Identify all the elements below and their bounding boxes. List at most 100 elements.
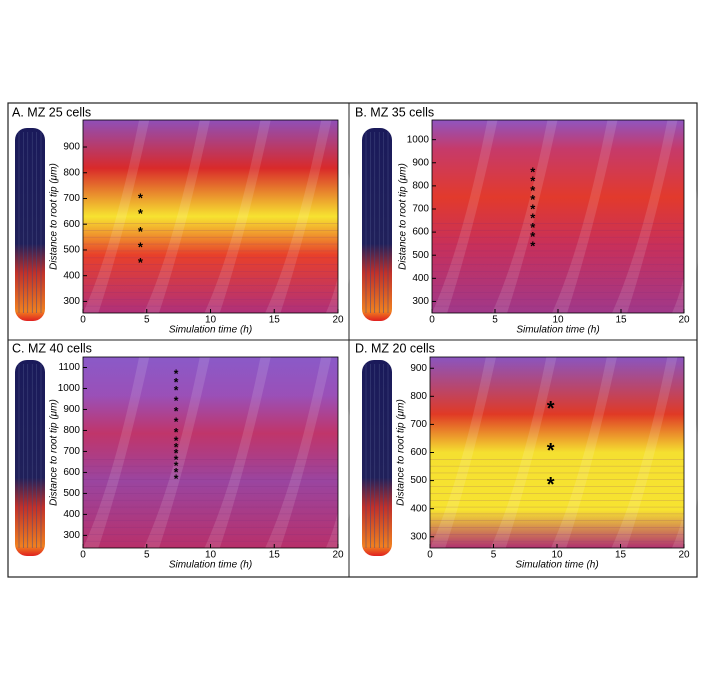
panel-title: D. MZ 20 cells [355,341,435,355]
y-tick-label: 700 [63,446,80,457]
heatmap-wave [492,120,558,313]
heatmap-wave [325,357,354,548]
y-tick-label: 300 [63,530,80,541]
x-axis-label: Simulation time (h) [516,325,599,336]
panel-title: C. MZ 40 cells [12,341,92,355]
panel-title: A. MZ 25 cells [12,105,91,119]
root-image [15,128,45,321]
marker: * [530,229,536,244]
marker: * [174,466,179,480]
x-tick-label: 10 [552,315,564,326]
marker: * [530,201,536,216]
marker: * [138,239,144,254]
marker: * [174,394,179,408]
y-tick-label: 600 [63,467,80,478]
marker: * [530,174,536,189]
y-tick-label: 900 [412,157,429,168]
y-tick-label: 800 [412,181,429,192]
x-tick-label: 0 [429,315,435,326]
y-tick-label: 800 [63,425,80,436]
heatmap-wave [671,357,700,548]
marker: * [530,164,536,179]
heatmap-wave [143,357,211,548]
heatmap-wave [432,120,498,313]
heatmap-wave [672,120,699,313]
heatmap-wave [83,120,150,313]
marker: * [174,440,179,454]
y-tick-label: 300 [412,296,429,307]
heatmap-wave [143,120,211,313]
marker: * [530,192,536,207]
y-tick-label: 400 [63,270,80,281]
marker: * [174,472,179,486]
y-tick-label: 1000 [407,134,430,145]
heatmap [83,120,338,313]
y-tick-label: 900 [63,142,80,153]
marker: * [138,191,144,206]
y-tick-label: 1000 [58,383,81,394]
marker: * [530,211,536,226]
y-tick-label: 700 [63,193,80,204]
x-tick-label: 15 [615,550,627,561]
marker: * [138,224,144,239]
heatmap-wave [430,357,497,548]
y-tick-label: 300 [410,531,427,542]
y-tick-label: 400 [412,273,429,284]
marker: * [530,220,536,235]
x-tick-label: 5 [144,315,150,326]
x-tick-label: 10 [205,315,217,326]
y-axis-label: Distance to root tip (μm) [398,163,409,270]
marker: * [174,447,179,461]
y-tick-label: 700 [412,204,429,215]
x-tick-label: 5 [492,315,498,326]
marker: * [174,459,179,473]
x-tick-label: 0 [80,315,86,326]
y-tick-label: 600 [63,219,80,230]
x-tick-label: 20 [678,315,690,326]
heatmap-wave [83,357,150,548]
heatmap [83,357,338,548]
y-tick-label: 600 [412,227,429,238]
y-axis-label: Distance to root tip (μm) [49,399,60,506]
marker: * [547,440,555,462]
root-image [362,360,392,556]
heatmap-wave [490,357,557,548]
marker: * [547,474,555,496]
x-tick-label: 15 [269,315,281,326]
y-tick-label: 400 [63,509,80,520]
marker: * [138,206,144,221]
root-image [15,360,45,556]
marker: * [174,405,179,419]
marker: * [174,434,179,448]
x-tick-label: 20 [332,550,344,561]
panel-title: B. MZ 35 cells [355,105,434,119]
y-tick-label: 600 [410,447,427,458]
y-tick-label: 300 [63,296,80,307]
marker: * [530,183,536,198]
y-tick-label: 700 [410,419,427,430]
y-tick-label: 500 [63,245,80,256]
y-tick-label: 1100 [58,362,80,373]
y-tick-label: 900 [410,363,427,374]
marker: * [138,255,144,270]
x-tick-label: 15 [615,315,627,326]
x-axis-label: Simulation time (h) [169,560,252,571]
heatmap-wave [204,357,271,548]
marker: * [530,238,536,253]
x-tick-label: 0 [427,550,433,561]
marker: * [174,375,179,389]
marker: * [174,415,179,429]
y-tick-label: 800 [63,167,80,178]
y-axis-label: Distance to root tip (μm) [49,163,60,270]
x-tick-label: 15 [269,550,281,561]
heatmap-wave [550,357,617,548]
x-tick-label: 0 [80,550,86,561]
y-tick-label: 900 [63,404,80,415]
x-tick-label: 10 [551,550,563,561]
x-tick-label: 20 [678,550,690,561]
heatmap-wave [265,120,332,313]
marker: * [547,398,555,420]
marker: * [174,426,179,440]
